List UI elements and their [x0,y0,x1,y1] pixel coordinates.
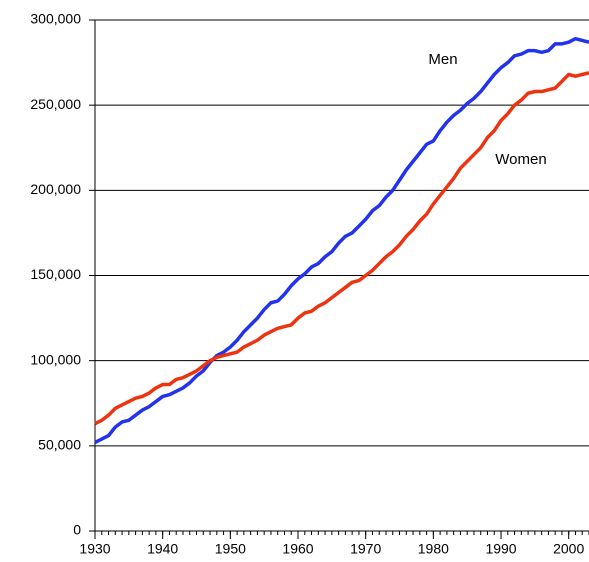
series-label: Women [495,151,546,168]
y-tick-label: 50,000 [38,437,81,453]
y-tick-label: 150,000 [30,266,81,282]
y-tick-label: 200,000 [30,181,81,197]
y-tick-label: 0 [73,522,81,538]
line-series [94,71,589,426]
line-series [94,36,589,444]
y-tick-label: 100,000 [30,351,81,367]
x-tick-label: 1940 [147,541,178,557]
series-label: Men [428,51,457,68]
x-tick-label: 1970 [350,541,381,557]
x-tick-label: 2000 [553,541,584,557]
y-tick-label: 300,000 [30,11,81,27]
x-tick-label: 1930 [79,541,110,557]
y-tick-label: 250,000 [30,96,81,112]
x-tick-label: 1980 [418,541,449,557]
x-tick-label: 1960 [282,541,313,557]
x-tick-label: 1990 [485,541,516,557]
x-tick-label: 1950 [215,541,246,557]
